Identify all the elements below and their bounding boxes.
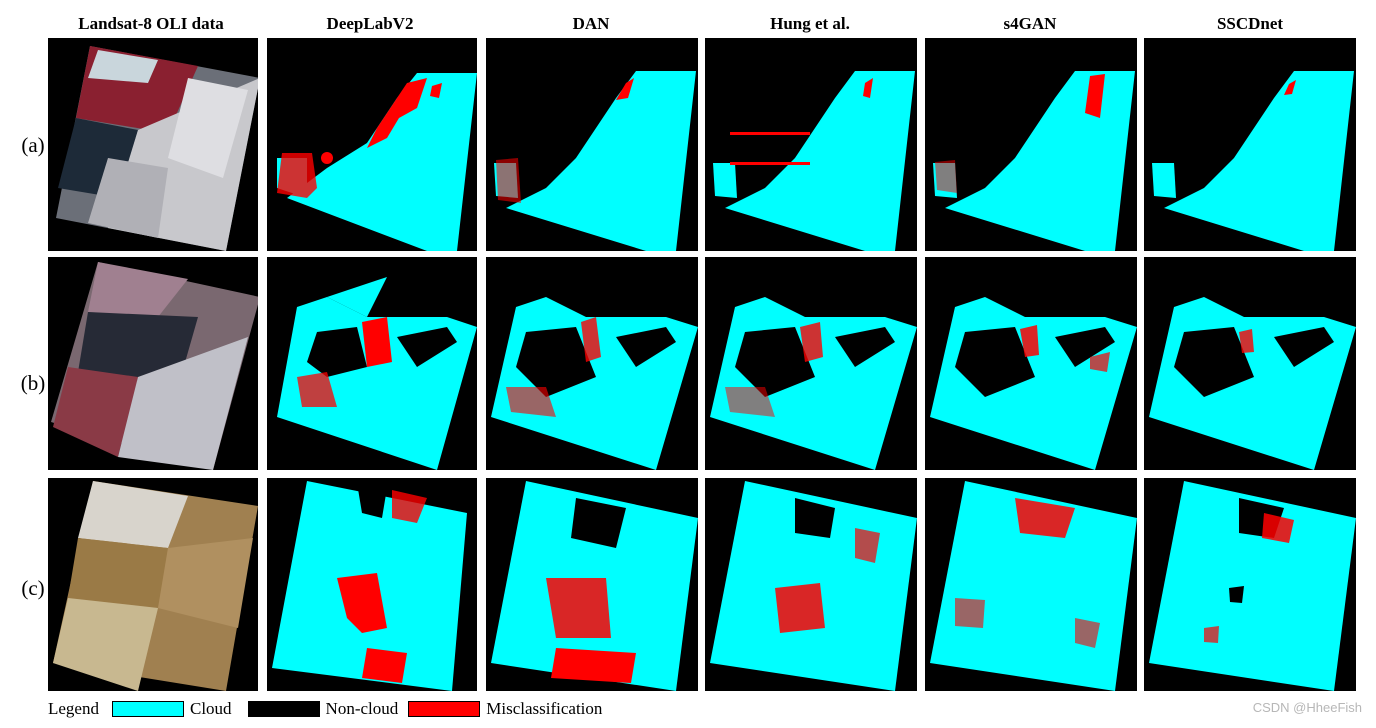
legend: Legend Cloud Non-cloud Misclassification xyxy=(48,697,612,721)
result-s4gan-a xyxy=(925,38,1137,251)
result-dan-b xyxy=(486,257,698,470)
column-header-dan: DAN xyxy=(572,14,610,33)
column-header-s4gan: s4GAN xyxy=(1003,14,1057,33)
result-s4gan-b xyxy=(925,257,1137,470)
legend-swatch-cloud xyxy=(111,701,184,717)
column-header-landsat: Landsat-8 OLI data xyxy=(78,14,224,33)
row-label-b: (b) xyxy=(20,371,46,395)
row-label-a: (a) xyxy=(21,133,45,157)
result-hung-c xyxy=(705,478,917,691)
legend-title: Legend xyxy=(48,699,99,718)
legend-label-cloud: Cloud xyxy=(189,699,232,718)
legend-swatch-misclassification xyxy=(408,701,481,717)
result-hung-a xyxy=(705,38,917,251)
result-sscdnet-c xyxy=(1144,478,1356,691)
result-deeplabv2-b xyxy=(267,257,477,470)
result-hung-b xyxy=(705,257,917,470)
result-dan-a xyxy=(486,38,698,251)
image-landsat-c xyxy=(48,478,258,691)
column-header-hung: Hung et al. xyxy=(770,14,850,33)
result-dan-c xyxy=(486,478,698,691)
legend-label-noncloud: Non-cloud xyxy=(325,699,399,718)
result-deeplabv2-a xyxy=(267,38,477,251)
result-sscdnet-a xyxy=(1144,38,1356,251)
column-header-sscdnet: SSCDnet xyxy=(1216,14,1284,33)
image-landsat-a xyxy=(48,38,258,251)
legend-swatch-noncloud xyxy=(247,701,320,717)
result-s4gan-c xyxy=(925,478,1137,691)
row-label-c: (c) xyxy=(21,576,45,600)
result-deeplabv2-c xyxy=(267,478,477,691)
watermark: CSDN @HheeFish xyxy=(1252,700,1362,715)
column-header-deeplabv2: DeepLabV2 xyxy=(326,14,414,33)
legend-label-misclassification: Misclassification xyxy=(486,699,603,718)
result-sscdnet-b xyxy=(1144,257,1356,470)
image-landsat-b xyxy=(48,257,258,470)
